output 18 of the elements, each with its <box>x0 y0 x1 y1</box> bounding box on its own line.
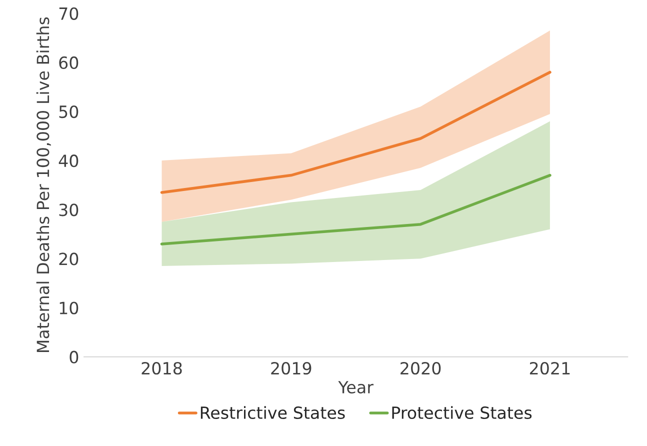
y-tick-label: 0 <box>70 350 78 364</box>
x-tick-label: 2020 <box>400 362 441 375</box>
y-tick-label: 60 <box>59 56 78 70</box>
y-tick-label: 40 <box>58 154 78 168</box>
line-series <box>160 70 552 194</box>
legend-label: Restrictive States <box>200 406 345 420</box>
x-tick-label: 2019 <box>271 362 312 375</box>
x-tick-label: 2018 <box>142 362 182 375</box>
y-tick-label: 70 <box>59 7 78 20</box>
y-tick-label: 10 <box>60 302 78 314</box>
y-axis-title: Maternal Deaths Per 100,000 Live Births <box>36 17 51 352</box>
x-tick-label: 2021 <box>530 362 570 375</box>
line-series <box>160 174 552 246</box>
y-tick-label: 20 <box>59 252 78 266</box>
legend-label: Protective States <box>392 406 532 420</box>
x-axis-title: Year <box>338 381 374 394</box>
y-tick-label: 30 <box>59 204 78 216</box>
y-tick-label: 50 <box>59 105 78 118</box>
